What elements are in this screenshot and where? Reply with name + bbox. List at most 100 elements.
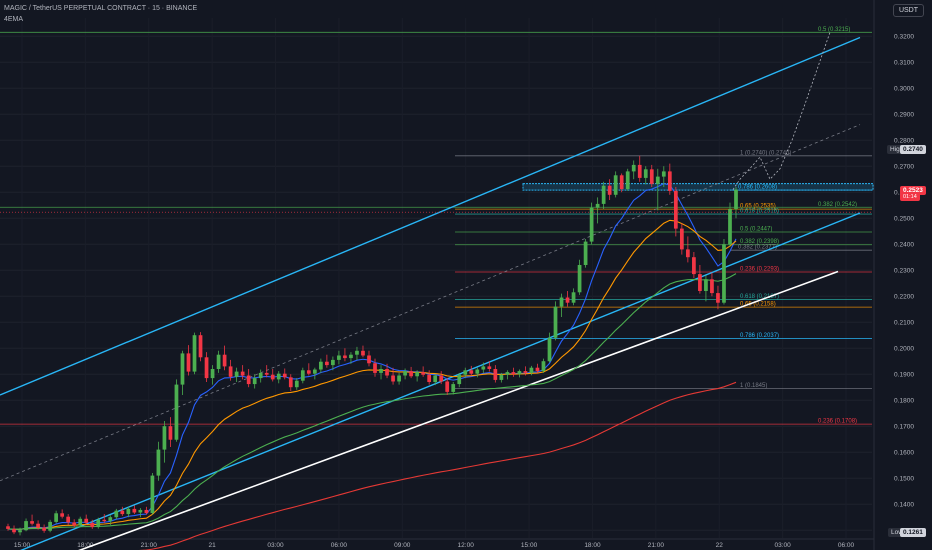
- candle-body: [162, 426, 167, 450]
- candle-body: [710, 279, 714, 294]
- candle-body: [276, 373, 281, 380]
- candle-body: [607, 185, 612, 195]
- candle-body: [475, 369, 480, 374]
- candle-body: [318, 361, 323, 370]
- countdown-badge: 01:14: [900, 193, 920, 201]
- candle-body: [625, 171, 630, 190]
- candle-body: [686, 249, 690, 258]
- fib-level-label: 0.786 (0.2608): [738, 185, 777, 191]
- candle-body: [42, 527, 46, 531]
- fib-level-label: 0.65 (0.2535): [740, 204, 776, 210]
- candle-body: [30, 521, 34, 524]
- price-tick-label: 0.2000: [894, 346, 914, 353]
- candle-body: [36, 523, 40, 528]
- candle-body: [270, 374, 275, 380]
- candle-body: [649, 169, 654, 184]
- candle-body: [72, 522, 77, 526]
- candle-body: [144, 509, 149, 514]
- candle-body: [204, 357, 209, 379]
- candle-body: [601, 185, 606, 204]
- price-tick-label: 0.3100: [894, 60, 914, 67]
- candle-body: [246, 375, 251, 385]
- support-trendline: [78, 270, 839, 550]
- candle-body: [216, 354, 221, 369]
- candle-body: [60, 513, 65, 517]
- candle-body: [409, 371, 413, 377]
- candle-body: [349, 354, 353, 359]
- fib-level-label: 0.382 (0.2377): [738, 245, 777, 251]
- fib-level-label: 0.786 (0.2037): [740, 333, 779, 339]
- price-tick-label: 0.2500: [894, 216, 914, 223]
- candle-body: [306, 370, 311, 374]
- candle-body: [228, 366, 233, 377]
- price-tick-label: 0.2200: [894, 294, 914, 301]
- candle-body: [108, 517, 113, 522]
- candle-body: [487, 366, 492, 369]
- candle-body: [361, 350, 365, 356]
- candle-body: [589, 207, 594, 242]
- price-tick-label: 0.1900: [894, 372, 914, 379]
- candle-body: [264, 372, 269, 375]
- time-tick-label: 06:00: [331, 542, 348, 549]
- candle-body: [138, 509, 143, 513]
- candle-body: [421, 372, 426, 375]
- price-tick-label: 0.1700: [894, 424, 914, 431]
- candle-body: [427, 374, 432, 382]
- candle-body: [325, 361, 329, 366]
- candle-body: [150, 475, 155, 514]
- candle-body: [90, 522, 95, 528]
- indicator-label: 4EMA: [4, 16, 24, 23]
- candle-body: [535, 367, 540, 372]
- candle-body: [445, 381, 450, 392]
- time-tick-label: 21: [209, 542, 217, 549]
- price-tick-label: 0.1400: [894, 502, 914, 509]
- candle-body: [18, 530, 22, 533]
- fib-level-label: 0.5 (0.2447): [740, 226, 772, 232]
- candle-body: [463, 370, 468, 375]
- price-tick-label: 0.2400: [894, 242, 914, 249]
- price-tick-label: 0.2100: [894, 320, 914, 327]
- time-tick-label: 15:00: [14, 542, 31, 549]
- time-tick-label: 06:00: [838, 542, 855, 549]
- candle-body: [379, 369, 383, 373]
- candle-body: [240, 371, 245, 376]
- candle-body: [300, 370, 305, 381]
- candle-body: [397, 375, 401, 382]
- fib-level-label: 0.382 (0.2398): [740, 239, 779, 245]
- last-price-badge: 0.2523: [900, 186, 926, 195]
- high-label: High: [887, 145, 907, 154]
- ema-line-9: [7, 183, 737, 531]
- candle-body: [234, 371, 239, 377]
- candle-body: [553, 306, 558, 338]
- fib-level-label: 0.618 (0.2187): [740, 294, 779, 300]
- candle-body: [541, 361, 546, 372]
- price-tick-label: 0.2300: [894, 268, 914, 275]
- candle-body: [180, 353, 185, 385]
- price-tick-label: 0.1800: [894, 398, 914, 405]
- currency-button[interactable]: USDT: [892, 4, 924, 17]
- fib-level-label: 0.65 (0.2158): [740, 302, 776, 308]
- time-tick-label: 12:00: [458, 542, 475, 549]
- candle-body: [547, 337, 552, 362]
- candle-body: [120, 510, 125, 515]
- candle-body: [595, 203, 600, 208]
- candle-body: [294, 380, 299, 388]
- fib-level-label: 0.618 (0.2516): [740, 209, 779, 215]
- candle-body: [96, 519, 101, 528]
- fib-level-label: 1 (0.1845): [740, 383, 767, 389]
- time-tick-label: 18:00: [584, 542, 601, 549]
- candle-body: [583, 241, 588, 265]
- candle-body: [571, 292, 576, 303]
- candle-body: [481, 366, 486, 370]
- time-tick-label: 03:00: [267, 542, 284, 549]
- candle-body: [505, 372, 510, 375]
- fib-level-label: 0.382 (0.2542): [818, 202, 857, 208]
- candle-body: [126, 508, 131, 515]
- candle-body: [66, 516, 71, 523]
- candle-body: [661, 171, 666, 177]
- candle-body: [511, 372, 516, 375]
- candle-body: [643, 169, 648, 178]
- candle-body: [499, 374, 504, 380]
- candle-body: [565, 297, 570, 303]
